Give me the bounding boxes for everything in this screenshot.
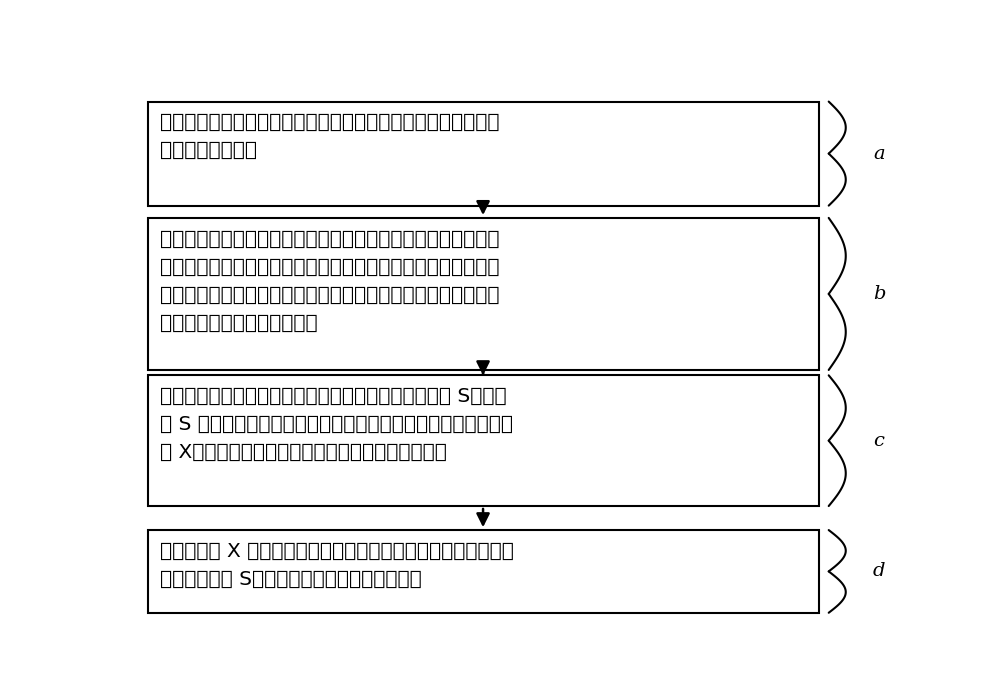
FancyBboxPatch shape	[148, 376, 819, 506]
Text: a: a	[873, 145, 885, 163]
Text: d: d	[873, 563, 885, 581]
FancyBboxPatch shape	[148, 530, 819, 613]
Text: 所述阈值针对各个分支附近的平均灰度进行选择，根据图像灰度
特征和管状特性作为增长条件，符合条件的邻近体素被迭代地选
择，不断将符合条件的离近点加入，直到无可继续: 所述阈值针对各个分支附近的平均灰度进行选择，根据图像灰度 特征和管状特性作为增长…	[160, 229, 499, 333]
Text: 对投影点集 X 中所有的点进行区域增长，得到相邻切片的分割结
果，记为点集 S，直到分割完所有肝血管图像。: 对投影点集 X 中所有的点进行区域增长，得到相邻切片的分割结 果，记为点集 S，…	[160, 542, 514, 589]
Text: 得到肝血管图像的精分割结果后保存该结果并记为集合 S，将点
集 S 投影到相邻下一张肝血管图像中，得到一组投影点集记为点
集 X，作为所述下一张肝血管图像的初始: 得到肝血管图像的精分割结果后保存该结果并记为集合 S，将点 集 S 投影到相邻下…	[160, 387, 513, 462]
FancyBboxPatch shape	[148, 218, 819, 370]
Text: 中心线模型中的中心点作为初始种子，对粗分割后的图像进行自
适应的阈值分割；: 中心线模型中的中心点作为初始种子，对粗分割后的图像进行自 适应的阈值分割；	[160, 114, 499, 160]
FancyBboxPatch shape	[148, 102, 819, 206]
Text: c: c	[873, 432, 884, 450]
Text: b: b	[873, 285, 885, 303]
